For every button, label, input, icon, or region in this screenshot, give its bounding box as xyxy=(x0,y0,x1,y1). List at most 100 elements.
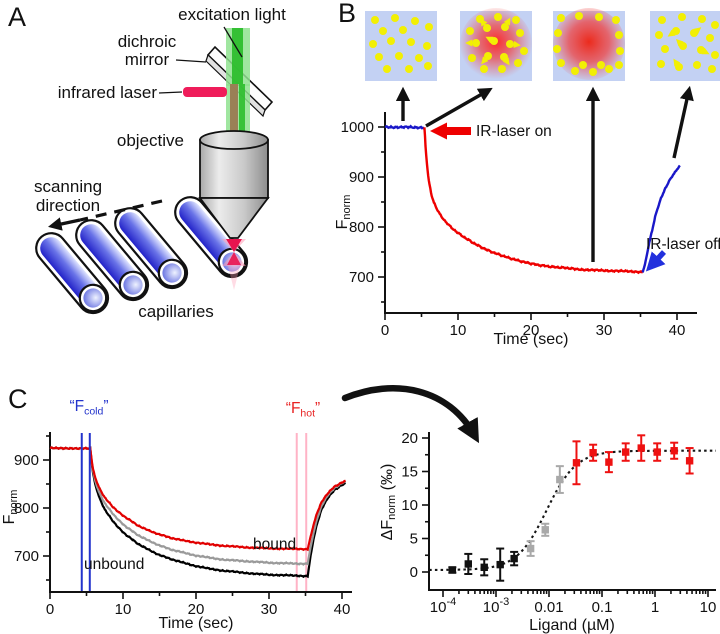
panel-a-diagram: excitation light dichroic mirror infrare… xyxy=(34,5,286,321)
panel-b-x-axis-title: Time (sec) xyxy=(494,331,569,348)
data-point-bound xyxy=(685,447,694,475)
svg-text:0.1: 0.1 xyxy=(592,599,613,616)
svg-text:10: 10 xyxy=(700,599,717,616)
fluorophore-dot xyxy=(678,13,686,21)
svg-text:800: 800 xyxy=(14,500,39,517)
fluorophore-dot xyxy=(476,15,484,23)
fluorophore-dot xyxy=(494,13,502,21)
panel-c-y-axis-title: Fnorm xyxy=(1,490,20,525)
fluorophore-dot xyxy=(693,61,701,69)
fluorophore-dot xyxy=(407,38,415,46)
panel-b-axes xyxy=(384,112,697,314)
dose-response-axes xyxy=(428,432,716,591)
fluorophore-dot xyxy=(708,65,716,73)
data-point-bound xyxy=(670,441,679,460)
fluorophore-dot xyxy=(387,37,395,45)
data-point-transition xyxy=(526,540,535,557)
panel-c-dose-response-chart: 0 5 10 15 20 10-4 10-3 0.01 0.1 1 10 ΔFnorm (‰) Li… xyxy=(379,430,717,634)
capillary-cross-section-4-icon xyxy=(650,11,720,81)
svg-text:0.01: 0.01 xyxy=(534,599,563,616)
dichroic-mirror-label-1: dichroic xyxy=(118,32,177,51)
svg-text:700: 700 xyxy=(14,548,39,565)
binding-fit-curve xyxy=(429,449,716,571)
infrared-pointer-line xyxy=(158,91,183,94)
data-point-bound xyxy=(637,434,646,462)
fluorophore-dot xyxy=(391,14,399,22)
fluorophore-dot xyxy=(557,14,565,22)
fluorophore-dot xyxy=(466,27,474,35)
data-point-transition xyxy=(541,522,550,537)
fluorophore-dot xyxy=(415,54,423,62)
fluorophore-dot xyxy=(597,61,605,69)
capillary-cross-section-3-icon xyxy=(553,8,625,81)
fluorophore-dot xyxy=(655,31,663,39)
fluorophore-dot xyxy=(605,65,613,73)
fluorophore-dot xyxy=(468,54,476,62)
data-point-unbound xyxy=(464,552,473,576)
scanning-direction-label-1: scanning xyxy=(34,177,102,196)
svg-text:10: 10 xyxy=(115,601,132,618)
svg-text:30: 30 xyxy=(596,322,613,339)
fluorophore-dot xyxy=(679,42,687,50)
data-point-unbound xyxy=(448,566,457,574)
dichroic-pointer-line xyxy=(175,59,207,63)
unbound-series-label: unbound xyxy=(84,556,144,573)
objective-label: objective xyxy=(117,131,184,150)
svg-text:40: 40 xyxy=(669,322,686,339)
panel-c-x-axis-title: Time (sec) xyxy=(159,615,234,632)
capillary-tube xyxy=(35,232,110,315)
ir-laser-on-arrow-icon xyxy=(430,122,447,140)
infrared-laser-label: infrared laser xyxy=(58,83,158,102)
fluorophore-dot xyxy=(589,68,597,76)
fluorophore-dot xyxy=(575,12,583,20)
fluorophore-dot xyxy=(698,15,706,23)
dichroic-mirror-label-2: mirror xyxy=(125,50,170,69)
fluorophore-dot xyxy=(661,45,669,53)
fluorophore-dot xyxy=(483,24,491,32)
fluorophore-dot xyxy=(579,61,587,69)
svg-text:10: 10 xyxy=(401,497,418,514)
fluorophore-dot xyxy=(657,60,665,68)
capillary-cross-section-2-icon xyxy=(460,8,532,81)
fluorophore-dot xyxy=(375,53,383,61)
fluorophore-dot xyxy=(706,34,714,42)
fluorophore-dot xyxy=(500,53,508,61)
svg-text:900: 900 xyxy=(349,169,374,186)
svg-text:20: 20 xyxy=(188,601,205,618)
svg-text:20: 20 xyxy=(523,322,540,339)
trace-back-diffusion-laser-off xyxy=(641,164,681,273)
trace-bound xyxy=(49,446,347,552)
fluorophore-dot xyxy=(554,29,562,37)
fluorophore-dot xyxy=(424,62,432,70)
data-point-unbound xyxy=(510,550,519,567)
fluorophore-dot xyxy=(672,27,680,35)
svg-text:30: 30 xyxy=(261,601,278,618)
svg-text:1000: 1000 xyxy=(341,119,374,136)
trace-initial-laser-off xyxy=(384,124,426,130)
fluorophore-dot xyxy=(520,47,528,55)
fluorophore-dot xyxy=(411,17,419,25)
fluorophore-dot xyxy=(616,47,624,55)
fluorophore-dot xyxy=(371,16,379,24)
ir-laser-on-annotation: IR-laser on xyxy=(476,123,552,140)
f-hot-annotation: “Fhot” xyxy=(286,400,320,420)
fluorophore-dot xyxy=(501,23,509,31)
fluorophore-dot xyxy=(711,21,719,29)
fluorophore-dot xyxy=(571,67,579,75)
svg-text:0: 0 xyxy=(381,322,389,339)
capillary-tube xyxy=(75,219,150,302)
svg-text:0: 0 xyxy=(46,601,54,618)
data-point-transition xyxy=(555,465,564,494)
fluorophore-dot xyxy=(512,16,520,24)
fluorophore-dot xyxy=(484,52,492,60)
svg-text:10: 10 xyxy=(450,322,467,339)
svg-text:5: 5 xyxy=(410,531,418,548)
fluorophore-dot xyxy=(379,27,387,35)
trace-unbound xyxy=(49,446,347,579)
panel-c-trace-chart: 900 800 700 0 10 20 30 40 Fnorm Time (sec) “Fco… xyxy=(1,398,352,632)
panel-c-label: C xyxy=(8,384,28,414)
fluorophore-dot xyxy=(405,65,413,73)
ir-laser-off-arrow-icon xyxy=(645,250,667,272)
